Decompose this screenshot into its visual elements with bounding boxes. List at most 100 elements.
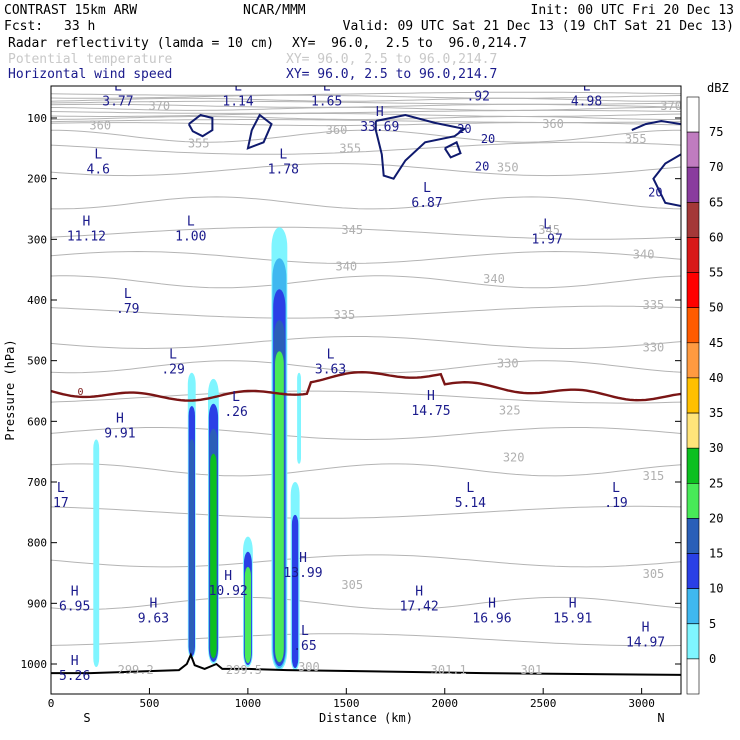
- y-tick-label: 700: [27, 476, 47, 489]
- field-3-xy: XY= 96.0, 2.5 to 96.0,214.7: [286, 67, 497, 82]
- theta-label: 315: [643, 469, 665, 483]
- extremum-value: .29: [161, 363, 184, 378]
- colorbar-tick-label: 65: [709, 195, 723, 209]
- high-marker: H: [71, 654, 79, 669]
- low-marker: L: [279, 148, 287, 163]
- x-tick-label: 1000: [235, 697, 262, 710]
- theta-label: 330: [497, 357, 519, 371]
- low-marker: L: [94, 148, 102, 163]
- high-marker: H: [224, 569, 232, 584]
- reflectivity-cell: [93, 439, 100, 667]
- extremum-value: 16.96: [472, 611, 511, 626]
- low-marker: L: [187, 214, 195, 229]
- low-marker: L: [583, 80, 591, 95]
- theta-label: 320: [503, 451, 525, 465]
- theta-line: [51, 122, 681, 127]
- wind-contour-line: [246, 113, 273, 150]
- colorbar-swatch: [686, 202, 700, 238]
- y-tick-label: 900: [27, 597, 47, 610]
- freezing-level-label: 0: [78, 387, 84, 398]
- theta-label: 305: [643, 567, 665, 581]
- theta-line: [51, 305, 681, 319]
- extremum-value: 10.92: [209, 584, 248, 599]
- colorbar-swatch: [686, 658, 700, 695]
- colorbar-tick-label: 30: [709, 441, 723, 455]
- extremum-value: .79: [116, 302, 139, 317]
- reflectivity-cell: [244, 567, 251, 663]
- extremum-value: .26: [224, 405, 247, 420]
- low-marker: L: [232, 390, 240, 405]
- theta-line: [51, 94, 681, 99]
- extremum-value: 1.00: [175, 229, 206, 244]
- extremum-value: 1.97: [531, 232, 562, 247]
- extremum-value: 1.14: [222, 95, 253, 110]
- colorbar: dBZ 0 5 10 15 20 25 30 35 40 45 50 55 60 65 70 75: [686, 81, 729, 695]
- high-marker: H: [149, 596, 157, 611]
- wind-contour-line: [443, 140, 462, 159]
- theta-line: [51, 129, 681, 143]
- theta-label: 305: [341, 578, 363, 592]
- field-1-name: Radar reflectivity (lamda = 10 cm): [8, 36, 274, 51]
- theta-contour-lines: [51, 91, 681, 647]
- colorbar-tick-label: 55: [709, 266, 723, 280]
- colorbar-swatch: [686, 412, 700, 449]
- theta-label: 299.2: [118, 663, 154, 677]
- high-marker: H: [488, 596, 496, 611]
- theta-label: 301: [521, 663, 543, 677]
- low-marker: L: [543, 217, 551, 232]
- theta-line: [51, 226, 681, 240]
- y-tick-label: 400: [27, 294, 47, 307]
- colorbar-unit: dBZ: [707, 81, 729, 95]
- colorbar-tick-label: 0: [709, 652, 716, 666]
- wind-contour-line: [374, 113, 467, 180]
- fcst-value: 33 h: [64, 19, 95, 34]
- x-axis-label: Distance (km): [319, 711, 413, 725]
- model-title: CONTRAST 15km ARW: [4, 3, 137, 18]
- extremum-value: .19: [604, 496, 627, 511]
- high-marker: H: [415, 584, 423, 599]
- field-2-xy: XY= 96.0, 2.5 to 96.0,214.7: [286, 52, 497, 67]
- extremum-value: 14.97: [626, 636, 665, 651]
- theta-label: 340: [633, 248, 655, 262]
- colorbar-tick-label: 25: [709, 476, 723, 490]
- reflectivity-cell: [210, 453, 217, 658]
- theta-line: [51, 554, 681, 568]
- extremum-value: 5.26: [59, 669, 90, 684]
- extremum-value: 14.75: [411, 404, 450, 419]
- extremum-value: 15.91: [553, 611, 592, 626]
- colorbar-swatch: [686, 96, 700, 133]
- extremum-value: 17.42: [400, 599, 439, 614]
- theta-label: 345: [538, 223, 560, 237]
- theta-label: 299.5: [226, 663, 262, 677]
- colorbar-swatch: [686, 342, 700, 379]
- colorbar-swatch: [686, 272, 700, 309]
- theta-line: [51, 427, 681, 441]
- colorbar-tick-label: 5: [709, 617, 716, 631]
- high-marker: H: [116, 411, 124, 426]
- field-1-xy: XY= 96.0, 2.5 to 96.0,214.7: [292, 36, 527, 51]
- low-marker: L: [124, 287, 132, 302]
- low-marker: L: [423, 181, 431, 196]
- colorbar-tick-label: 20: [709, 511, 723, 525]
- low-marker: L: [466, 481, 474, 496]
- theta-line: [51, 141, 681, 155]
- extremum-value: 33.69: [360, 120, 399, 135]
- x-tick-label: 2500: [530, 697, 557, 710]
- contour-labels: 0 370 370 360 360 360 355 355 355 350 345 345 340 340…: [53, 80, 681, 684]
- x-tick-label: 500: [140, 697, 160, 710]
- extremum-value: 9.63: [138, 611, 169, 626]
- high-marker: H: [642, 621, 650, 636]
- x-tick-label: 1500: [333, 697, 360, 710]
- reflectivity-cell: [275, 351, 284, 663]
- valid-time: Valid: 09 UTC Sat 21 Dec 13 (19 ChT Sat …: [343, 19, 734, 34]
- theta-line: [51, 116, 681, 120]
- theta-line: [51, 360, 681, 374]
- theta-label: 370: [148, 99, 170, 113]
- x-tick-label: 2000: [432, 697, 459, 710]
- wind-contour-line: [631, 119, 681, 132]
- extremum-value: 3.63: [315, 363, 346, 378]
- theta-label: 345: [341, 223, 363, 237]
- colorbar-swatch: [686, 623, 700, 660]
- y-tick-label: 1000: [21, 658, 48, 671]
